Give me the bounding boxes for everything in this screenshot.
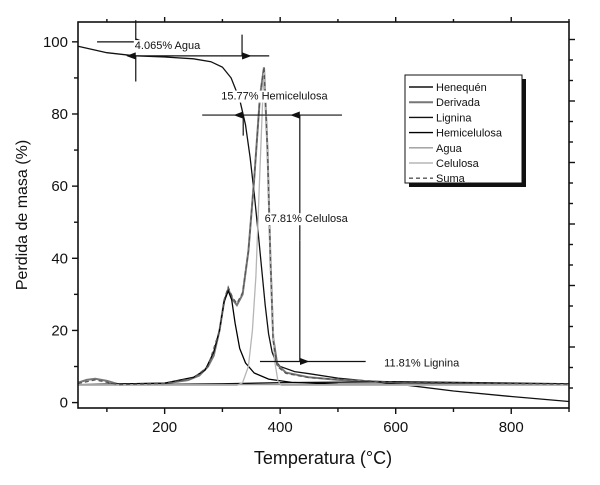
legend-label: Lignina <box>436 112 472 124</box>
y-tick-label: 40 <box>51 250 68 267</box>
y-tick-label: 100 <box>43 34 68 51</box>
legend-label: Henequén <box>436 82 487 94</box>
annotation-label: 67.81% Celulosa <box>265 213 349 225</box>
axis-layer: 200 400 600 800 0 20 40 60 80 100 <box>43 17 575 436</box>
y-tick-label: 80 <box>51 106 68 123</box>
y-axis-label: Perdida de masa (%) <box>14 140 31 290</box>
series-line-0 <box>77 45 570 403</box>
x-tick-label: 400 <box>268 419 293 436</box>
y-tick-label: 60 <box>51 178 68 195</box>
annotation-bg <box>263 213 350 226</box>
annotation-label: 11.81% Lignina <box>384 358 460 370</box>
legend-label: Suma <box>436 173 466 185</box>
x-tick-label: 600 <box>383 419 408 436</box>
x-tick-label: 800 <box>499 419 524 436</box>
series-line-6 <box>77 67 570 386</box>
legend-label: Hemicelulosa <box>436 128 503 140</box>
x-tick-label: 200 <box>152 419 177 436</box>
annotation-label: 15.77% Hemicelulosa <box>221 91 328 103</box>
annotation-layer: 4.065% Agua 15.77% Hemicelulosa 67.81% Cel… <box>97 20 462 370</box>
annotation-bg <box>133 40 203 53</box>
x-axis-label: Temperatura (°C) <box>254 448 392 468</box>
annotation-bg <box>383 357 462 370</box>
series-layer <box>77 45 570 403</box>
legend-label: Agua <box>436 143 463 155</box>
series-line-3 <box>77 288 570 386</box>
legend-label: Celulosa <box>436 158 480 170</box>
annotation-label: 4.065% Agua <box>135 40 201 52</box>
legend-label: Derivada <box>436 97 481 109</box>
annotation-bg <box>220 90 330 103</box>
legend: Henequén Derivada Lignina Hemicelulosa Agua C… <box>404 74 526 187</box>
series-line-5 <box>78 67 569 386</box>
plot-frame <box>77 21 570 409</box>
y-tick-label: 20 <box>51 322 68 339</box>
y-tick-label: 0 <box>60 395 68 412</box>
